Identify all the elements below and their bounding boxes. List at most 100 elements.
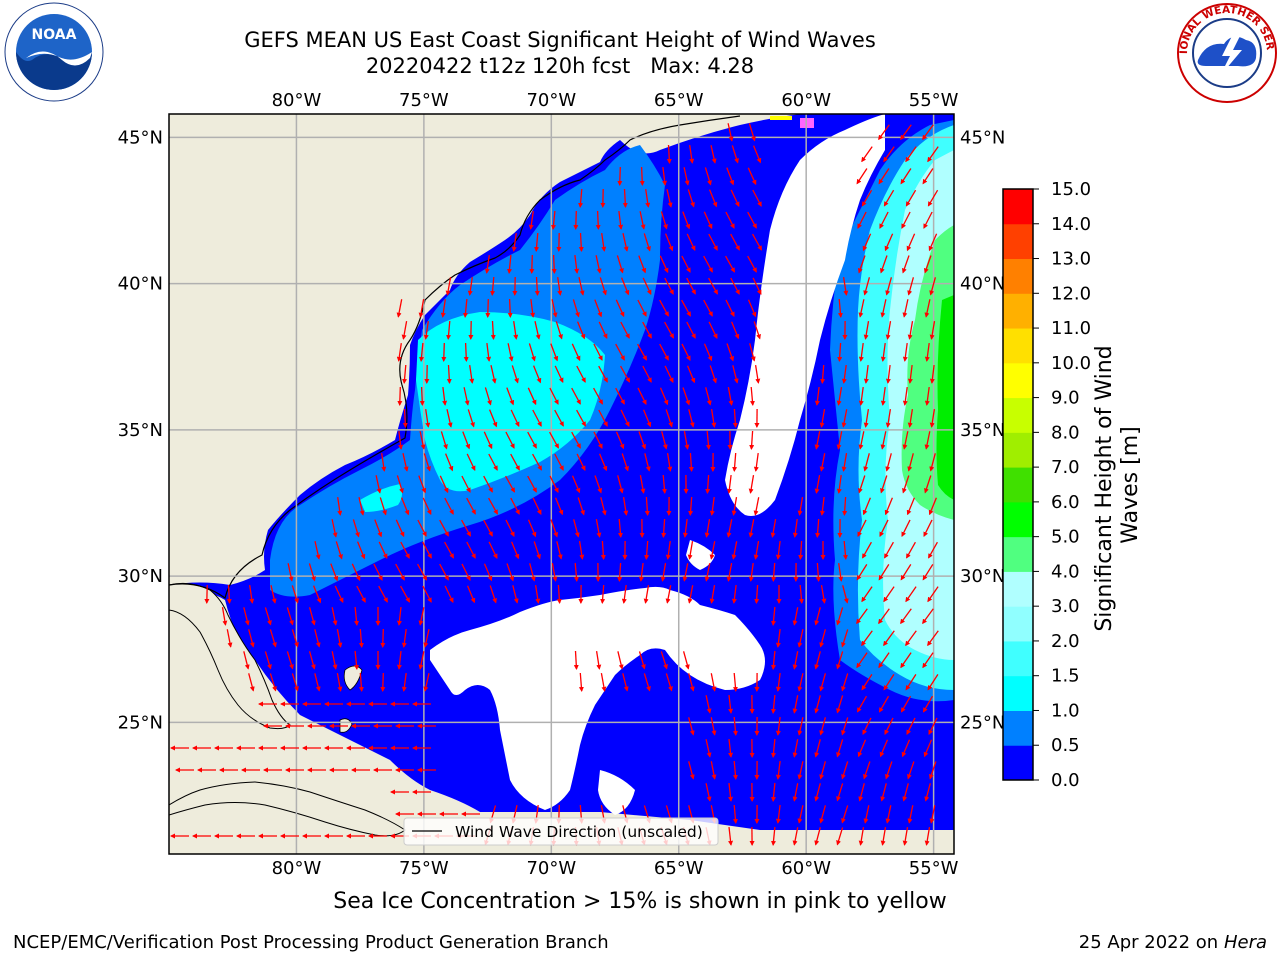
wave-arrow: [752, 189, 762, 207]
coastline-east: [169, 115, 741, 600]
wave-arrow: [466, 453, 476, 472]
wave-arrow: [528, 343, 536, 362]
wave-arrow: [578, 672, 584, 692]
wave-arrow: [815, 518, 821, 538]
wave-arrow: [488, 541, 498, 560]
wave-arrow: [902, 783, 909, 802]
wave-arrow: [576, 409, 586, 427]
wave-arrow: [598, 365, 608, 383]
wave-arrow: [380, 628, 386, 648]
wave-arrow: [792, 695, 799, 714]
wave-arrow: [689, 145, 695, 164]
lon-label-top: 60°W: [781, 90, 831, 111]
wave-arrow: [571, 343, 581, 362]
wave-arrow: [820, 364, 826, 384]
wave-arrow: [732, 408, 738, 428]
wave-arrow: [419, 386, 425, 406]
colorbar-segment: [1003, 258, 1033, 294]
wave-arrow: [688, 452, 694, 472]
wave-arrow: [356, 541, 366, 560]
wave-arrow: [732, 804, 738, 824]
wave-arrow: [337, 497, 343, 516]
wave-arrow: [775, 805, 781, 824]
lat-label-right: 35°N: [960, 420, 1005, 441]
wave-arrow: [879, 739, 889, 758]
wave-arrow: [573, 519, 580, 538]
wave-arrow: [422, 541, 432, 559]
wave-arrow: [401, 629, 407, 648]
wave-arrow: [902, 299, 909, 318]
wave-arrow: [380, 672, 386, 692]
colorbar-tick-label: 12.0: [1051, 283, 1091, 304]
wave-arrow: [336, 628, 343, 648]
wave-arrow: [878, 652, 890, 669]
wave-arrow: [730, 189, 740, 208]
wave-arrow: [461, 563, 471, 581]
colorbar-label-line1: Significant Height of Wind: [1092, 345, 1117, 631]
wave-arrow: [557, 277, 563, 296]
wave-arrow: [726, 562, 733, 582]
wave-arrow: [665, 541, 671, 560]
wave-arrow: [819, 761, 827, 780]
wave-arrow: [446, 409, 453, 428]
lon-label-bottom: 75°W: [399, 858, 449, 879]
wave-arrow: [308, 563, 316, 582]
wave-arrow: [463, 298, 468, 318]
wave-arrow: [924, 783, 931, 802]
wave-arrow: [534, 232, 540, 252]
lon-label-top: 80°W: [272, 90, 322, 111]
wave-arrow: [883, 189, 895, 207]
wave-arrow: [902, 475, 910, 494]
wave-arrow: [902, 826, 909, 846]
wave-arrow: [747, 299, 757, 318]
wave-arrow: [814, 387, 820, 406]
wave-arrow: [752, 277, 762, 296]
wave-arrow: [858, 299, 865, 318]
wave-arrow: [527, 475, 537, 493]
wave-arrow: [858, 783, 865, 802]
wave-arrow: [527, 431, 537, 449]
colorbar-segment: [1003, 223, 1033, 260]
wave-arrow: [661, 518, 667, 538]
wave-arrow: [601, 233, 607, 252]
wave-arrow: [861, 146, 873, 163]
wave-arrow: [400, 585, 410, 603]
wave-arrow: [705, 430, 711, 450]
wave-arrow: [682, 387, 691, 406]
wave-arrow: [354, 606, 359, 626]
wave-arrow: [792, 739, 799, 758]
wave-arrow: [440, 431, 448, 450]
wave-arrow: [709, 541, 716, 560]
wave-arrow: [725, 211, 735, 229]
wave-arrow: [819, 673, 827, 692]
wave-arrow: [373, 563, 383, 581]
wave-arrow: [883, 674, 895, 691]
wave-arrow: [505, 519, 515, 537]
wave-arrow: [461, 475, 471, 493]
wave-arrow: [749, 343, 756, 362]
wave-arrow: [551, 210, 556, 230]
wave-arrow: [511, 365, 519, 384]
wave-arrow: [571, 431, 581, 449]
colorbar-segment: [1003, 606, 1033, 642]
wave-arrow: [352, 519, 360, 538]
wave-arrow: [418, 651, 425, 670]
wave-arrow: [395, 519, 405, 538]
wave-arrow: [423, 453, 431, 472]
wave-arrow: [554, 365, 564, 384]
wave-arrow: [727, 123, 734, 142]
wave-arrow: [836, 827, 844, 846]
wave-arrow: [705, 695, 712, 714]
wave-arrow: [264, 651, 272, 670]
wave-arrow: [902, 431, 909, 450]
wave-arrow: [594, 475, 603, 494]
wave-arrow: [687, 189, 695, 208]
lon-label-top: 55°W: [909, 90, 959, 111]
lon-label-bottom: 70°W: [526, 858, 576, 879]
wave-arrow: [423, 321, 429, 340]
wave-arrow: [682, 211, 691, 230]
wave-arrow: [814, 783, 821, 802]
wave-arrow: [819, 805, 827, 824]
wave-arrow: [528, 211, 534, 230]
wave-arrow: [600, 497, 607, 516]
